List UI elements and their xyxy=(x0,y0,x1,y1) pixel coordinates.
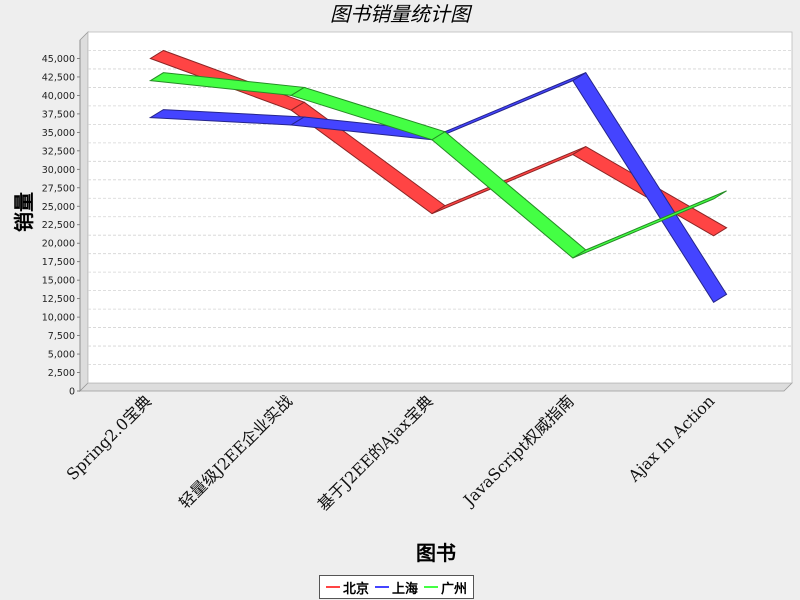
y-tick-label: 42,500 xyxy=(42,72,75,83)
y-tick-label: 2,500 xyxy=(48,368,75,379)
series-广州 xyxy=(148,72,727,259)
left-wall xyxy=(79,31,89,392)
y-tick-label: 12,500 xyxy=(42,294,75,305)
legend: 北京 上海 广州 xyxy=(319,575,475,599)
y-tick-label: 22,500 xyxy=(42,220,75,231)
y-tick-label: 25,000 xyxy=(42,202,75,213)
floor xyxy=(79,382,793,392)
y-tick-label: 0 xyxy=(69,387,75,398)
y-axis-label: 销量 xyxy=(12,192,36,232)
y-tick-label: 20,000 xyxy=(42,239,75,250)
legend-item: 上海 xyxy=(375,578,418,597)
x-tick-label: Spring2.0宝典 xyxy=(63,391,156,484)
y-tick-label: 30,000 xyxy=(42,165,75,176)
x-tick-label: 基于J2EE的Ajax宝典 xyxy=(314,391,437,514)
x-tick-label: Ajax In Action xyxy=(624,391,719,486)
y-tick-label: 5,000 xyxy=(48,350,75,361)
series-ribbon-segment xyxy=(572,71,728,304)
legend-label: 上海 xyxy=(392,581,419,597)
legend-swatch xyxy=(326,586,340,588)
legend-item: 广州 xyxy=(424,578,467,597)
x-tick-label: JavaScript权威指南 xyxy=(458,391,577,510)
x-axis-ticks: Spring2.0宝典 轻量级J2EE企业实战 基于J2EE的Ajax宝典 JavaS… xyxy=(63,391,719,514)
series-ribbons xyxy=(148,49,728,304)
series-上海 xyxy=(148,71,728,304)
y-tick-label: 32,500 xyxy=(42,146,75,157)
y-tick-label: 37,500 xyxy=(42,109,75,120)
y-tick-label: 40,000 xyxy=(42,91,75,102)
y-tick-label: 17,500 xyxy=(42,257,75,268)
legend-label: 北京 xyxy=(343,581,370,597)
series-ribbon-segment xyxy=(572,190,727,259)
y-tick-label: 15,000 xyxy=(42,276,75,287)
legend-item: 北京 xyxy=(326,578,369,597)
legend-swatch xyxy=(375,586,390,588)
x-tick-label: 轻量级J2EE企业实战 xyxy=(175,391,296,512)
y-tick-label: 27,500 xyxy=(42,183,75,194)
legend-label: 广州 xyxy=(441,581,468,597)
y-tick-label: 35,000 xyxy=(42,128,75,139)
y-axis-ticks: 0 2,500 5,000 7,500 10,000 12,500 15,000 17,500… xyxy=(42,40,81,398)
y-tick-label: 7,500 xyxy=(48,331,75,342)
y-tick-label: 45,000 xyxy=(42,54,75,65)
legend-swatch xyxy=(424,586,439,588)
chart-title: 图书销量统计图 xyxy=(330,2,470,26)
y-tick-label: 10,000 xyxy=(42,313,75,324)
x-axis-label: 图书 xyxy=(416,541,456,565)
